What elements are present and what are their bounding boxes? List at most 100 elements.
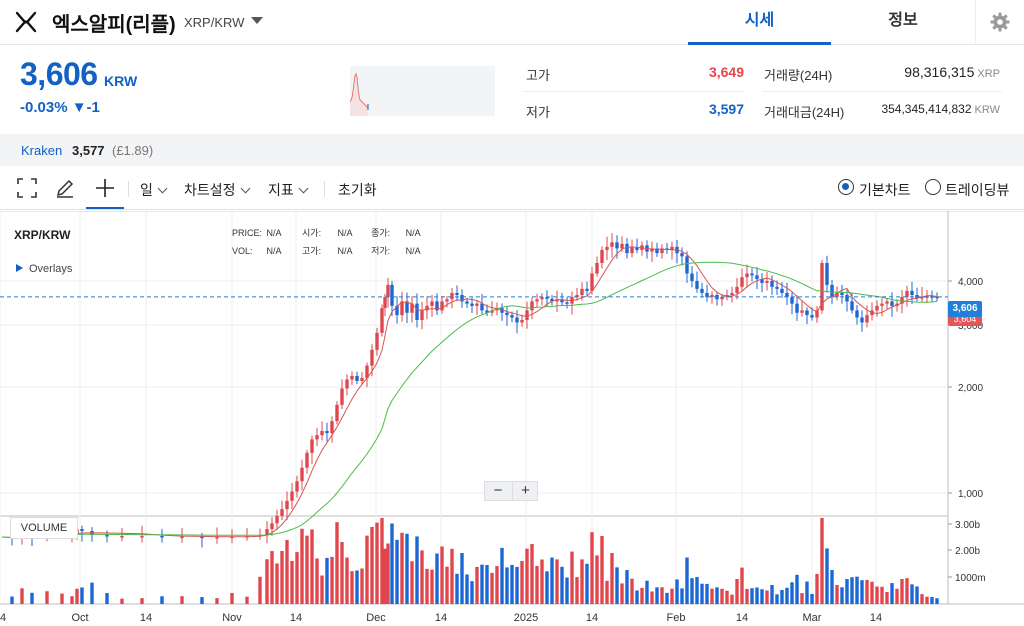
candle-body [920, 297, 924, 299]
candle-body [760, 279, 764, 283]
volume-bar [470, 581, 474, 604]
volume-bar [590, 532, 594, 604]
legend-low-label: 저가: [371, 246, 391, 256]
candle-body [325, 430, 329, 434]
candle-body [365, 365, 369, 379]
candle-body [450, 292, 454, 300]
candle-body [740, 277, 744, 287]
candle-body [215, 536, 219, 539]
volume-bar [920, 594, 924, 604]
candle-body [785, 292, 789, 298]
radio-basic-chart-label[interactable]: 기본차트 [859, 182, 911, 198]
radio-tradingview[interactable] [925, 179, 941, 195]
candle-body [810, 315, 814, 318]
candle-body [535, 299, 539, 302]
volume-bar [745, 588, 749, 604]
volume-bar [515, 566, 519, 604]
volume-bar [450, 548, 454, 604]
tab-quote[interactable]: 시세 [688, 0, 831, 45]
candle-body [815, 310, 819, 318]
volume-bar [360, 568, 364, 604]
coin-name[interactable]: 엑스알피(리플) [52, 14, 176, 36]
mini-sparkline-chart [350, 66, 495, 116]
reset-button[interactable]: 초기화 [338, 182, 377, 198]
current-price: 3,606 [20, 56, 98, 92]
legend-close-value: N/A [405, 228, 421, 238]
price-chart[interactable]: 4 Oct 14 Nov 14 Dec 14 2025 14 Feb 14 Mar 14 1,000 2,0… [0, 211, 1024, 626]
candle-body [625, 243, 629, 254]
candle-body [295, 481, 299, 492]
volume-bar [815, 573, 819, 604]
tab-info[interactable]: 정보 [888, 12, 918, 29]
overlays-toggle[interactable]: Overlays [16, 263, 72, 275]
candle-body [370, 349, 374, 366]
volume-bar [935, 598, 939, 604]
candle-body [865, 315, 869, 323]
volume-bar [386, 543, 390, 604]
vol-tick-label: 1000m [955, 573, 986, 584]
candle-body [615, 242, 619, 249]
candle-body [330, 421, 334, 434]
crosshair-tool-button[interactable] [86, 167, 124, 209]
radio-basic-chart[interactable] [838, 179, 854, 195]
volume-bar [805, 581, 809, 604]
volume-bar [625, 570, 629, 604]
legend-high-value: N/A [337, 246, 353, 256]
volume-bar [20, 588, 24, 604]
amount-value: 354,345,414,832 KRW [881, 102, 1000, 116]
zoom-in-button[interactable]: + [512, 482, 538, 500]
legend-high-label: 고가: [302, 246, 322, 256]
volume-bar [855, 576, 859, 604]
candle-body [455, 292, 459, 296]
legend-low-value: N/A [405, 246, 421, 256]
chart-settings-menu[interactable]: 차트설정 [184, 180, 250, 200]
candle-body [270, 523, 274, 530]
x-tick-label: Mar [803, 612, 822, 624]
x-tick-label: 14 [290, 612, 302, 624]
volume-bar [295, 552, 299, 604]
candle-body [705, 292, 709, 298]
volume-bar [750, 588, 754, 604]
candle-body [480, 303, 484, 311]
volume-bar [370, 526, 374, 604]
volume-bar [850, 577, 854, 604]
period-select[interactable]: 일 [140, 180, 168, 200]
candle-body [560, 299, 564, 303]
candle-body [310, 439, 314, 453]
candle-body [775, 286, 779, 289]
candle-body [885, 301, 889, 304]
volume-value: 98,316,315 XRP [904, 64, 1000, 80]
pencil-draw-icon[interactable] [54, 177, 76, 199]
zoom-out-button[interactable]: − [493, 482, 503, 499]
volume-bar [400, 532, 404, 604]
fullscreen-icon[interactable] [16, 177, 38, 199]
candle-body [350, 375, 354, 380]
radio-tradingview-label[interactable]: 트레이딩뷰 [945, 182, 1010, 198]
indicators-menu[interactable]: 지표 [268, 180, 309, 200]
volume-bar [460, 553, 464, 604]
candle-body [855, 310, 859, 318]
volume-bar [340, 542, 344, 604]
settings-button[interactable] [975, 0, 1024, 45]
volume-bar [885, 591, 889, 604]
volume-bar [720, 588, 724, 604]
candle-body [605, 246, 609, 250]
candle-body [265, 529, 269, 535]
volume-bar [390, 523, 394, 604]
exchange-name[interactable]: Kraken [21, 143, 63, 158]
volume-bar [280, 550, 284, 604]
volume-bar [875, 586, 879, 604]
volume-bar [300, 528, 304, 604]
volume-bar [420, 550, 424, 604]
toolbar-separator [128, 181, 129, 197]
volume-bar [780, 589, 784, 604]
volume-bar [415, 536, 419, 604]
coin-dropdown-caret-icon[interactable] [251, 17, 263, 24]
volume-bar [270, 551, 274, 604]
candlestick-chart-canvas[interactable]: 4 Oct 14 Nov 14 Dec 14 2025 14 Feb 14 Mar 14 1,000 2,0… [0, 211, 1024, 626]
candle-body [230, 536, 234, 539]
high-label: 고가 [526, 68, 550, 83]
volume-bar [380, 518, 384, 604]
volume-bar [905, 578, 909, 604]
coin-pair[interactable]: XRP/KRW [184, 15, 245, 30]
